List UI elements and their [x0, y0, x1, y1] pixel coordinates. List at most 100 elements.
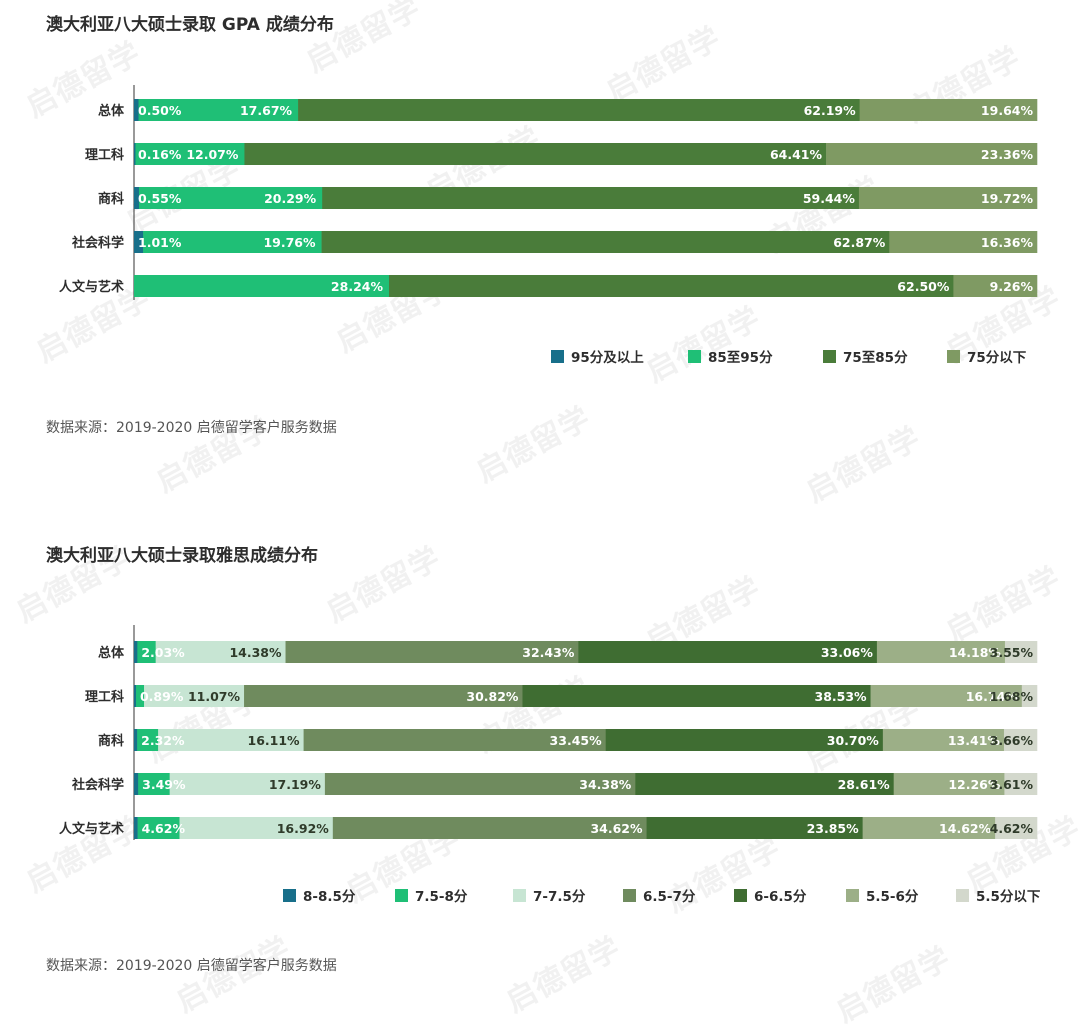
- data-label: 28.61%: [838, 777, 891, 792]
- data-label: 33.06%: [821, 645, 874, 660]
- category-label: 社会科学: [71, 235, 124, 251]
- bar-segment: [953, 275, 1038, 297]
- bar-segment: [138, 773, 170, 795]
- data-label: 0.55%: [138, 191, 182, 206]
- bar-segment: [138, 99, 299, 121]
- ielts-stacked-bar-chart: 总体 2.03% 14.38% 32.43% 33.06% 14.18%3.55% 理工科 0…: [59, 625, 1041, 905]
- data-label: 19.76%: [263, 235, 316, 250]
- data-label: 14.38%: [229, 645, 282, 660]
- data-label: 34.38%: [579, 777, 632, 792]
- bar-segment: [389, 275, 954, 297]
- watermark-text: 启德留学: [500, 930, 627, 1020]
- bar-segment: [134, 685, 137, 707]
- bar-segment: [144, 685, 245, 707]
- legend-item: 6.5-7分: [623, 889, 696, 905]
- data-label: 33.45%: [550, 733, 603, 748]
- category-label: 理工科: [85, 689, 124, 705]
- data-label: 16.11%: [248, 733, 301, 748]
- legend-item: 8-8.5分: [283, 889, 356, 905]
- category-label: 理工科: [85, 147, 124, 163]
- legend-swatch: [947, 350, 960, 363]
- category-label: 总体: [98, 645, 125, 661]
- category-label: 总体: [98, 103, 125, 119]
- watermark-text: 启德留学: [320, 540, 447, 630]
- legend-label: 85至95分: [708, 350, 773, 366]
- bar-segment: [137, 729, 159, 751]
- legend-swatch: [551, 350, 564, 363]
- data-label: 3.66%: [990, 733, 1034, 748]
- data-label: 32.43%: [522, 645, 575, 660]
- data-label: 16.74%: [966, 689, 1019, 704]
- data-label: 3.61%: [990, 777, 1034, 792]
- legend-item: 7-7.5分: [513, 889, 586, 905]
- data-label: 30.82%: [466, 689, 519, 704]
- bar-segment: [179, 817, 334, 839]
- data-label: 28.24%: [331, 279, 384, 294]
- legend-label: 6.5-7分: [643, 889, 696, 905]
- bar-segment: [134, 773, 139, 795]
- bar-segment: [134, 143, 136, 165]
- bar-segment: [859, 99, 1038, 121]
- data-label: 13.41%: [948, 733, 1001, 748]
- bar-segment: [882, 729, 1005, 751]
- bar-segment: [138, 187, 323, 209]
- legend-label: 6-6.5分: [754, 889, 807, 905]
- bar-segment: [635, 773, 894, 795]
- data-label: 14.62%: [939, 821, 992, 836]
- data-label: 64.41%: [770, 147, 823, 162]
- legend-swatch: [956, 889, 969, 902]
- legend-swatch: [846, 889, 859, 902]
- data-label: 19.72%: [981, 191, 1034, 206]
- bar-segment: [244, 685, 523, 707]
- bar-segment: [646, 817, 863, 839]
- data-label: 62.19%: [804, 103, 857, 118]
- bar-segment: [169, 773, 326, 795]
- bar-segment: [298, 99, 860, 121]
- data-label: 12.07%: [186, 147, 239, 162]
- bar-segment: [134, 187, 140, 209]
- data-source-ielts: 数据来源：2019-2020 启德留学客户服务数据: [46, 958, 337, 974]
- bar-segment: [135, 143, 245, 165]
- bar-segment: [143, 231, 322, 253]
- legend-swatch: [734, 889, 747, 902]
- data-label: 16.92%: [277, 821, 330, 836]
- legend-item: 95分及以上: [551, 350, 644, 366]
- bar-segment: [303, 729, 606, 751]
- bar-segment: [522, 685, 871, 707]
- category-label: 商科: [98, 733, 124, 749]
- data-label: 3.49%: [142, 777, 186, 792]
- legend-item: 6-6.5分: [734, 889, 807, 905]
- legend-label: 5.5-6分: [866, 889, 919, 905]
- bar-segment: [244, 143, 827, 165]
- legend-item: 85至95分: [688, 350, 773, 366]
- data-label: 2.03%: [141, 645, 185, 660]
- data-label: 0.50%: [138, 103, 182, 118]
- bar-segment: [889, 231, 1038, 253]
- bar-segment: [285, 641, 579, 663]
- data-label: 11.07%: [188, 689, 241, 704]
- bar-segment: [876, 641, 1006, 663]
- data-label: 59.44%: [803, 191, 856, 206]
- watermark-text: 启德留学: [830, 940, 957, 1030]
- bar-segment: [578, 641, 878, 663]
- legend-swatch: [823, 350, 836, 363]
- legend-swatch: [688, 350, 701, 363]
- category-label: 人文与艺术: [59, 821, 124, 837]
- data-label: 12.26%: [948, 777, 1001, 792]
- bar-segment: [155, 641, 286, 663]
- gpa-stacked-bar-chart: 总体 0.50% 17.67% 62.19% 19.64% 理工科 0.16% 12.07% 6…: [59, 85, 1038, 366]
- bar-segment: [324, 773, 636, 795]
- data-source-gpa: 数据来源：2019-2020 启德留学客户服务数据: [46, 420, 337, 436]
- bar-segment: [321, 231, 890, 253]
- data-label: 19.64%: [981, 103, 1034, 118]
- bar-segment: [1021, 685, 1038, 707]
- bar-segment: [158, 729, 304, 751]
- bar-segment: [134, 275, 390, 297]
- bar-segment: [862, 817, 996, 839]
- data-label: 14.18%: [949, 645, 1002, 660]
- legend-item: 7.5-8分: [395, 889, 468, 905]
- legend-item: 75至85分: [823, 350, 908, 366]
- bar-segment: [870, 685, 1023, 707]
- bar-segment: [826, 143, 1038, 165]
- data-label: 23.36%: [981, 147, 1034, 162]
